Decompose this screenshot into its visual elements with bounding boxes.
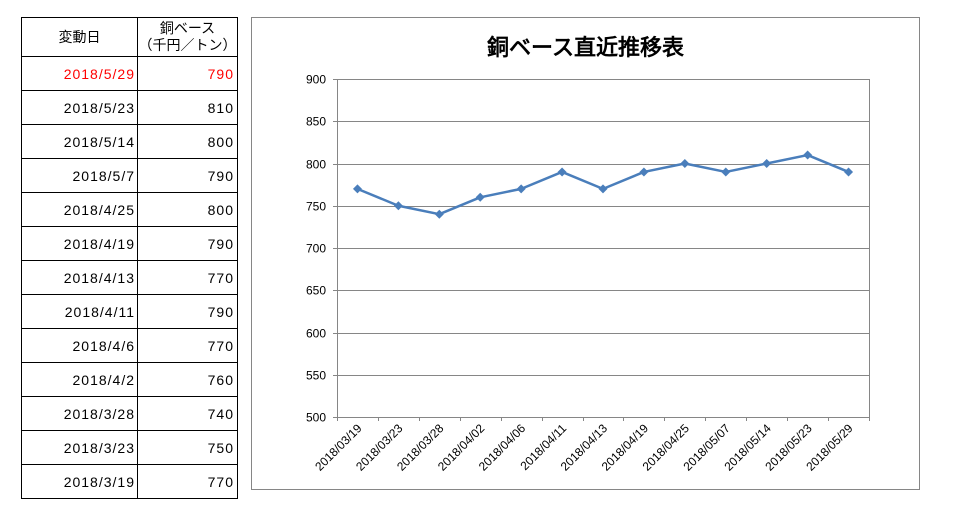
price-cell: 790	[138, 295, 238, 329]
table-row: 2018/4/6 770	[22, 329, 238, 363]
price-cell: 800	[138, 193, 238, 227]
date-cell: 2018/5/7	[22, 159, 138, 193]
data-point	[475, 192, 485, 202]
price-cell: 810	[138, 91, 238, 125]
table-row: 2018/5/14 800	[22, 125, 238, 159]
y-tick-label: 650	[306, 284, 326, 298]
table-row: 2018/5/23 810	[22, 91, 238, 125]
data-point	[680, 159, 690, 168]
header-price-line2: （千円／トン）	[138, 37, 237, 53]
data-point	[393, 201, 403, 211]
table-row: 2018/4/11 790	[22, 295, 238, 329]
data-point	[598, 184, 608, 194]
table-row: 2018/3/19 770	[22, 465, 238, 499]
price-cell: 800	[138, 125, 238, 159]
date-cell: 2018/5/14	[22, 125, 138, 159]
table-row: 2018/4/13 770	[22, 261, 238, 295]
table-row: 2018/4/25 800	[22, 193, 238, 227]
date-cell: 2018/4/19	[22, 227, 138, 261]
price-cell: 770	[138, 261, 238, 295]
y-tick-label: 750	[306, 200, 326, 214]
price-cell: 750	[138, 431, 238, 465]
y-tick-label: 600	[306, 327, 326, 341]
date-cell: 2018/4/11	[22, 295, 138, 329]
header-date: 変動日	[22, 18, 138, 57]
y-tick-label: 550	[306, 369, 326, 383]
y-tick-label: 850	[306, 115, 326, 129]
price-cell: 740	[138, 397, 238, 431]
price-cell: 790	[138, 227, 238, 261]
price-cell: 770	[138, 329, 238, 363]
date-cell: 2018/3/23	[22, 431, 138, 465]
y-tick-label: 700	[306, 242, 326, 256]
plot-area-border	[337, 79, 870, 418]
chart-title: 銅ベース直近推移表	[487, 35, 684, 60]
date-cell: 2018/5/29	[22, 57, 138, 91]
table-row: 2018/4/2 760	[22, 363, 238, 397]
table-row: 2018/4/19 790	[22, 227, 238, 261]
date-cell: 2018/3/28	[22, 397, 138, 431]
header-price: 銅ベース （千円／トン）	[138, 18, 238, 57]
y-tick-label: 800	[306, 158, 326, 172]
data-point	[516, 184, 526, 194]
line-chart[interactable]: 500 550 600 650 700 750 800 850 900 2018/03/19 201…	[251, 17, 920, 490]
table-row: 2018/3/28 740	[22, 397, 238, 431]
price-cell: 790	[138, 159, 238, 193]
table-row: 2018/5/29 790	[22, 57, 238, 91]
data-point	[352, 184, 362, 194]
date-cell: 2018/4/2	[22, 363, 138, 397]
price-cell: 790	[138, 57, 238, 91]
y-tick-label: 500	[306, 411, 326, 425]
data-point	[639, 167, 649, 177]
date-cell: 2018/4/6	[22, 329, 138, 363]
table-header-row: 変動日 銅ベース （千円／トン）	[22, 18, 238, 57]
header-price-line1: 銅ベース	[159, 20, 216, 36]
date-cell: 2018/4/25	[22, 193, 138, 227]
date-cell: 2018/3/19	[22, 465, 138, 499]
y-tick-label: 900	[306, 73, 326, 87]
date-cell: 2018/4/13	[22, 261, 138, 295]
chart-plot: 5005506006507007508008509002018/03/19201…	[306, 73, 870, 474]
data-point	[803, 150, 813, 160]
data-point	[434, 209, 444, 219]
table-row: 2018/5/7 790	[22, 159, 238, 193]
data-point	[762, 159, 772, 168]
data-point	[557, 167, 567, 177]
table-row: 2018/3/23 750	[22, 431, 238, 465]
data-point	[844, 167, 854, 177]
date-cell: 2018/5/23	[22, 91, 138, 125]
price-cell: 760	[138, 363, 238, 397]
price-table: 変動日 銅ベース （千円／トン） 2018/5/29 790 2018/5/23 8…	[21, 17, 238, 499]
price-cell: 770	[138, 465, 238, 499]
data-point	[721, 167, 731, 177]
